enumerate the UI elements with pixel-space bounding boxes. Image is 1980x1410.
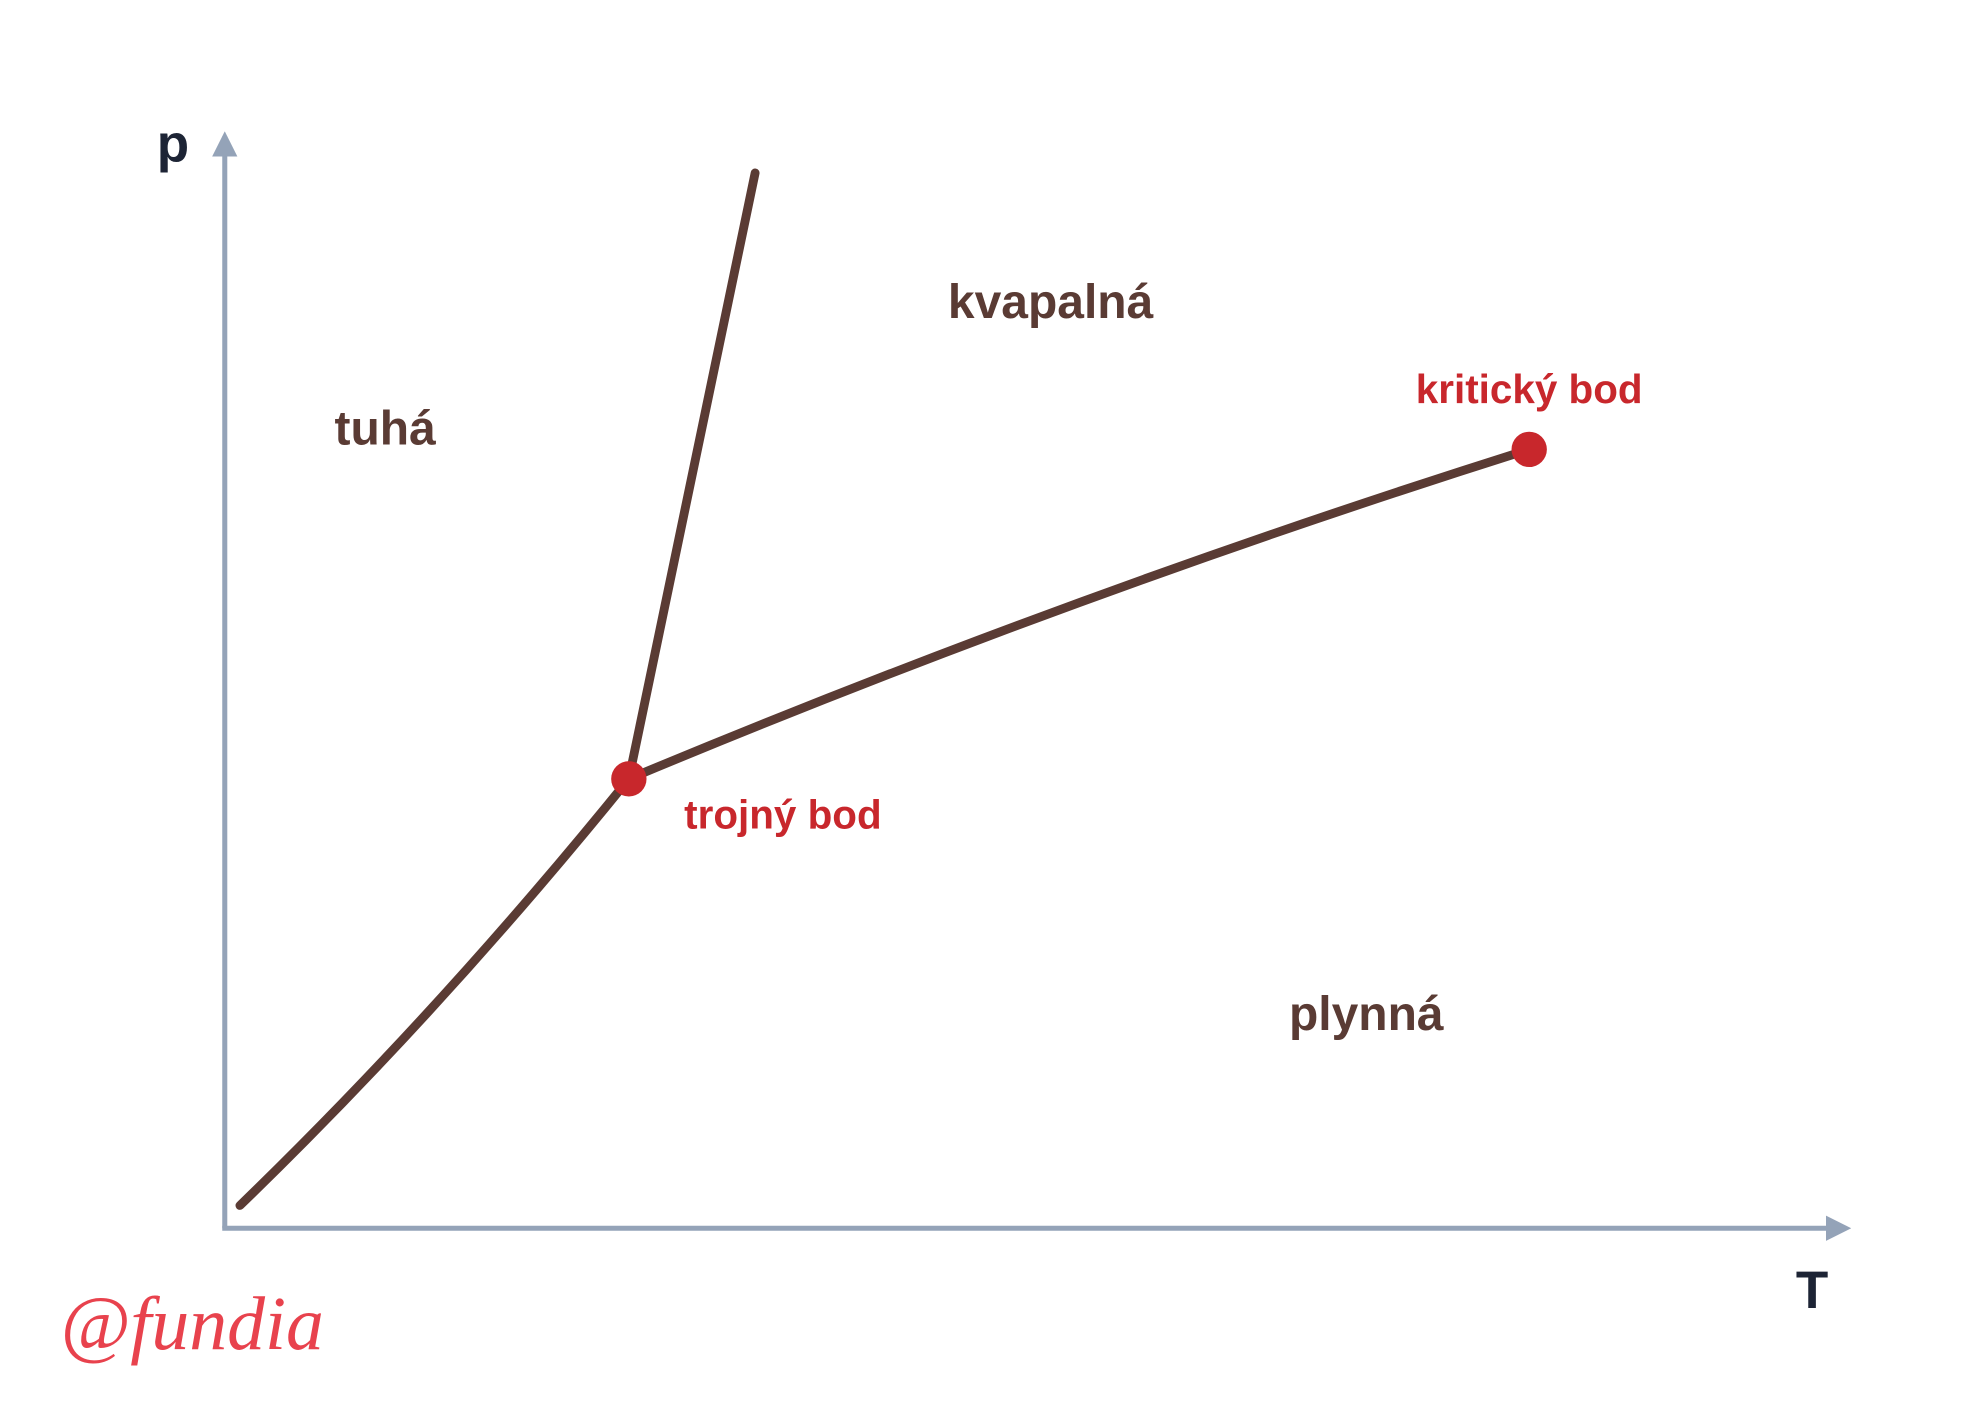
vaporization-curve: [624, 444, 1534, 784]
fusion-curve: [624, 168, 760, 784]
triple-point: [611, 761, 647, 797]
point-label: kritický bod: [1416, 366, 1643, 412]
watermark: @fundia: [61, 1282, 324, 1366]
x-axis-label: T: [1796, 1261, 1828, 1320]
y-axis-label: p: [157, 115, 189, 174]
region-label: tuhá: [334, 402, 436, 455]
region-label: plynná: [1289, 988, 1444, 1041]
point-label: trojný bod: [684, 792, 881, 838]
region-label: kvapalná: [948, 276, 1154, 329]
sublimation-curve: [235, 774, 634, 1210]
critical-point: [1511, 431, 1547, 468]
